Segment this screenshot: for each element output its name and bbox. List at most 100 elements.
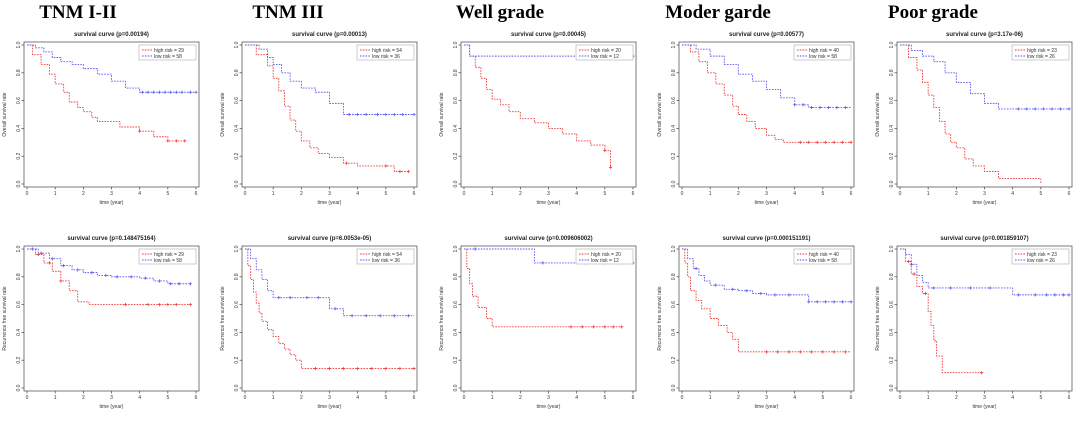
low-risk-censor-mark	[180, 90, 184, 94]
x-tick-label: 2	[82, 395, 85, 401]
chart-panel-rfs-3: survival curve (p=0.009606002) 0 1 2 3 4 5 6 0.0…	[439, 236, 637, 410]
low-risk-censor-mark	[793, 103, 797, 107]
plot-frame	[678, 245, 855, 392]
x-tick-label: 3	[983, 395, 986, 401]
high-risk-censor-mark	[313, 366, 318, 371]
high-risk-censor-mark	[580, 325, 584, 329]
low-risk-censor-mark	[188, 282, 192, 286]
legend-label-high-risk: high risk = 54	[372, 252, 402, 258]
column-title-tnm-i-ii: TNM I-II	[39, 2, 117, 23]
x-tick-label: 6	[1068, 395, 1071, 401]
legend-label-low-risk: low risk = 58	[809, 54, 837, 60]
legend-label-high-risk: high risk = 23	[1027, 48, 1057, 54]
legend-box	[575, 44, 634, 61]
y-tick-label: 0.6	[453, 301, 459, 308]
high-risk-censor-mark	[356, 366, 360, 371]
y-tick-label: 0.2	[16, 357, 22, 364]
plot-frame	[896, 41, 1073, 188]
y-tick-label: 0.0	[16, 384, 22, 391]
low-risk-censor-mark	[169, 90, 173, 94]
low-risk-censor-mark	[809, 105, 814, 110]
low-risk-censor-mark	[364, 112, 368, 117]
high-risk-censor-mark	[840, 140, 845, 144]
high-risk-censor-mark	[611, 325, 615, 329]
chart-title: survival curve (p=0.001859107)	[940, 236, 1028, 242]
legend-label-low-risk: low risk = 58	[154, 258, 182, 264]
low-risk-censor-mark	[949, 286, 953, 290]
low-risk-censor-mark	[157, 90, 161, 94]
y-tick-label: 0.0	[671, 384, 677, 391]
x-axis-label: time (year)	[755, 404, 779, 410]
x-tick-label: 6	[195, 395, 198, 401]
y-tick-label: 1.0	[16, 41, 22, 48]
high-risk-censor-mark	[809, 350, 814, 354]
chart-title: survival curve (p=0.148475164)	[67, 236, 155, 242]
x-axis-label: time (year)	[537, 404, 561, 410]
x-axis-label: time (year)	[973, 404, 997, 410]
low-risk-censor-mark	[316, 296, 320, 300]
low-risk-censor-mark	[1025, 107, 1029, 111]
low-risk-censor-mark	[169, 282, 173, 286]
high-risk-censor-mark	[398, 169, 402, 174]
low-risk-censor-mark	[39, 251, 43, 255]
low-risk-censor-mark	[288, 296, 292, 300]
x-tick-label: 4	[1011, 395, 1014, 401]
y-tick-label: 0.6	[889, 97, 895, 104]
high-risk-censor-mark	[188, 303, 192, 307]
low-risk-survival-line	[900, 248, 1069, 296]
low-risk-censor-mark	[401, 112, 405, 117]
high-risk-censor-mark	[183, 139, 187, 143]
low-risk-censor-mark	[31, 247, 35, 251]
high-risk-censor-mark	[912, 272, 916, 276]
low-risk-censor-mark	[843, 105, 847, 110]
chart-panel-rfs-5: survival curve (p=0.001859107) 0 1 2 3 4 5 6 0.0…	[875, 236, 1073, 410]
low-risk-censor-mark	[163, 90, 167, 94]
y-tick-label: 0.8	[234, 273, 240, 280]
x-tick-label: 3	[328, 191, 331, 197]
low-risk-censor-mark	[694, 266, 698, 271]
x-tick-label: 6	[850, 395, 853, 401]
legend-label-low-risk: low risk = 36	[372, 258, 400, 264]
high-risk-censor-mark	[798, 350, 802, 354]
chart-title: survival curve (p=0.00577)	[729, 32, 804, 38]
high-risk-censor-mark	[849, 140, 853, 144]
x-tick-label: 2	[519, 395, 522, 401]
low-risk-censor-mark	[824, 300, 828, 304]
low-risk-censor-mark	[818, 105, 822, 110]
x-tick-label: 3	[110, 395, 113, 401]
x-tick-label: 3	[765, 191, 768, 197]
plot-frame	[896, 245, 1073, 392]
low-risk-censor-mark	[62, 264, 66, 268]
x-tick-label: 2	[82, 191, 85, 197]
high-risk-censor-mark	[166, 303, 170, 307]
low-risk-censor-mark	[473, 247, 477, 251]
low-risk-censor-mark	[759, 291, 763, 296]
low-risk-censor-mark	[840, 300, 845, 304]
high-risk-censor-mark	[620, 325, 624, 329]
x-tick-label: 5	[603, 395, 606, 401]
low-risk-survival-line	[245, 248, 414, 317]
low-risk-censor-mark	[1033, 107, 1037, 111]
y-tick-label: 0.8	[453, 69, 459, 76]
x-axis-label: time (year)	[318, 200, 342, 206]
y-tick-label: 1.0	[453, 245, 459, 252]
x-tick-label: 1	[491, 395, 494, 401]
x-axis-label: time (year)	[755, 200, 779, 206]
y-tick-label: 0.8	[671, 273, 677, 280]
chart-panel-os-3: survival curve (p=0.00045) 0 1 2 3 4 5 6 0.0 0.2 0…	[439, 32, 637, 206]
x-tick-label: 1	[709, 191, 712, 197]
y-tick-label: 0.2	[16, 153, 22, 160]
high-risk-censor-mark	[341, 366, 346, 371]
y-tick-label: 0.6	[671, 301, 677, 308]
low-risk-censor-mark	[1044, 293, 1049, 297]
low-risk-censor-mark	[412, 112, 416, 117]
chart-title: survival curve (p=0.00045)	[511, 32, 586, 38]
y-tick-label: 0.4	[671, 125, 677, 132]
column-title-moder-garde: Moder garde	[665, 2, 771, 23]
x-tick-label: 4	[793, 191, 796, 197]
low-risk-censor-mark	[277, 296, 281, 300]
x-tick-label: 1	[709, 395, 712, 401]
low-risk-censor-mark	[835, 105, 839, 110]
legend-box	[1011, 44, 1070, 61]
x-tick-label: 4	[138, 395, 141, 401]
